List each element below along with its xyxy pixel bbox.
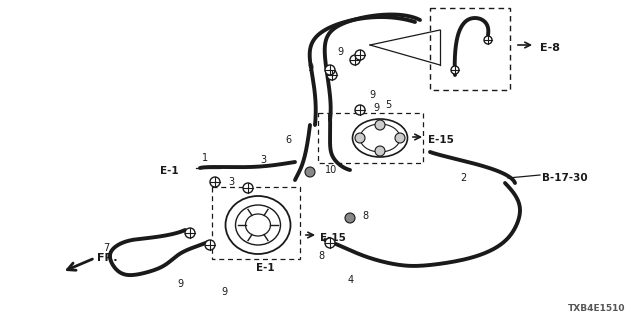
Text: E-15: E-15 xyxy=(428,135,454,145)
Text: 9: 9 xyxy=(177,279,183,289)
Circle shape xyxy=(327,70,337,80)
Text: 9: 9 xyxy=(221,287,227,297)
Circle shape xyxy=(375,120,385,130)
Text: 8: 8 xyxy=(362,211,368,221)
Text: E-8: E-8 xyxy=(540,43,560,53)
Circle shape xyxy=(451,66,459,74)
Text: 2: 2 xyxy=(460,173,467,183)
Circle shape xyxy=(355,105,365,115)
Circle shape xyxy=(325,65,335,75)
Text: 3: 3 xyxy=(228,177,234,187)
Text: B-17-30: B-17-30 xyxy=(542,173,588,183)
Circle shape xyxy=(395,133,405,143)
Circle shape xyxy=(355,50,365,60)
Text: 4: 4 xyxy=(348,275,354,285)
Text: TXB4E1510: TXB4E1510 xyxy=(568,304,625,313)
Circle shape xyxy=(375,146,385,156)
Text: 3: 3 xyxy=(260,155,266,165)
Text: 9: 9 xyxy=(373,103,379,113)
Circle shape xyxy=(484,36,492,44)
Text: 9: 9 xyxy=(369,90,375,100)
Circle shape xyxy=(355,133,365,143)
Text: 7: 7 xyxy=(103,243,109,253)
Text: E-1: E-1 xyxy=(160,166,179,176)
Circle shape xyxy=(185,228,195,238)
Text: 1: 1 xyxy=(202,153,208,163)
Circle shape xyxy=(243,183,253,193)
Circle shape xyxy=(345,213,355,223)
Circle shape xyxy=(305,167,315,177)
Circle shape xyxy=(210,177,220,187)
Text: E-1: E-1 xyxy=(256,263,275,273)
Text: 6: 6 xyxy=(285,135,291,145)
Text: 9: 9 xyxy=(337,47,343,57)
Text: E-15: E-15 xyxy=(320,233,346,243)
Text: 5: 5 xyxy=(385,100,391,110)
Circle shape xyxy=(350,55,360,65)
Text: 10: 10 xyxy=(325,165,337,175)
Text: 9: 9 xyxy=(307,63,313,73)
Circle shape xyxy=(205,240,215,250)
Text: FR.: FR. xyxy=(97,253,118,263)
Text: 8: 8 xyxy=(318,251,324,261)
Circle shape xyxy=(325,238,335,248)
